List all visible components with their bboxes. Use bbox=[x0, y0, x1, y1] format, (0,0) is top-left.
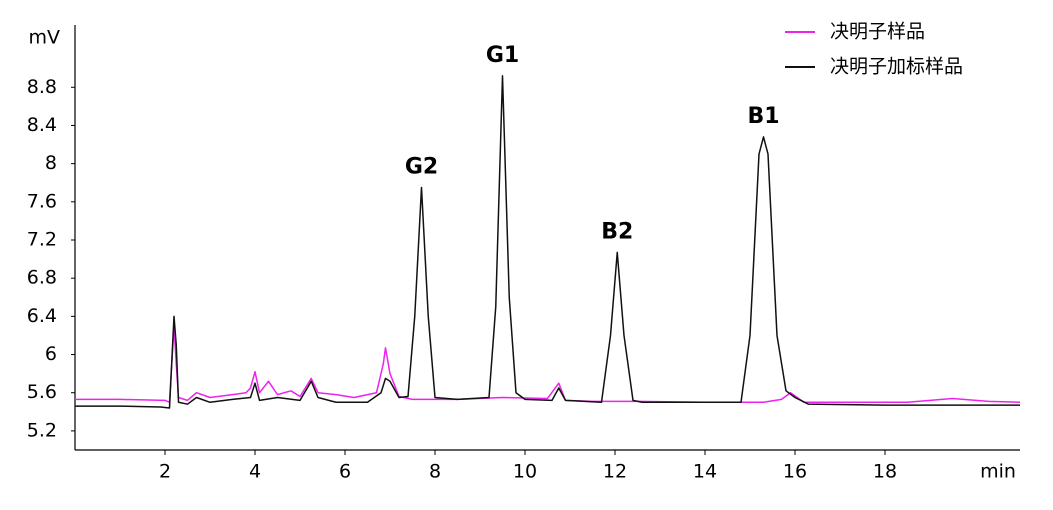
x-axis-label: min bbox=[980, 461, 1016, 483]
x-tick-label: 12 bbox=[603, 461, 627, 483]
peak-label: G2 bbox=[405, 155, 438, 180]
x-tick-label: 6 bbox=[339, 461, 351, 483]
legend-label: 决明子样品 bbox=[830, 21, 925, 43]
x-tick-label: 18 bbox=[873, 461, 897, 483]
x-tick-label: 10 bbox=[513, 461, 537, 483]
y-tick-label: 6 bbox=[45, 343, 57, 365]
peak-label: B1 bbox=[747, 104, 779, 129]
peak-label: B2 bbox=[601, 219, 633, 244]
y-tick-label: 7.6 bbox=[27, 190, 57, 212]
x-tick-label: 14 bbox=[693, 461, 717, 483]
peak-label: G1 bbox=[486, 43, 519, 68]
series-line bbox=[75, 325, 1021, 404]
x-tick-label: 2 bbox=[159, 461, 171, 483]
y-tick-label: 5.6 bbox=[27, 381, 57, 403]
y-axis-label: mV bbox=[28, 27, 60, 49]
y-tick-label: 5.2 bbox=[27, 419, 57, 441]
y-tick-label: 8.8 bbox=[27, 76, 57, 98]
x-tick-label: 8 bbox=[429, 461, 441, 483]
y-tick-label: 6.4 bbox=[27, 305, 57, 327]
x-tick-label: 16 bbox=[783, 461, 807, 483]
x-tick-label: 4 bbox=[249, 461, 261, 483]
series-line bbox=[75, 75, 1020, 409]
legend-label: 决明子加标样品 bbox=[830, 56, 963, 78]
y-tick-label: 6.8 bbox=[27, 267, 57, 289]
y-tick-label: 8.4 bbox=[27, 114, 57, 136]
y-tick-label: 8 bbox=[45, 152, 57, 174]
y-tick-label: 7.2 bbox=[27, 229, 57, 251]
